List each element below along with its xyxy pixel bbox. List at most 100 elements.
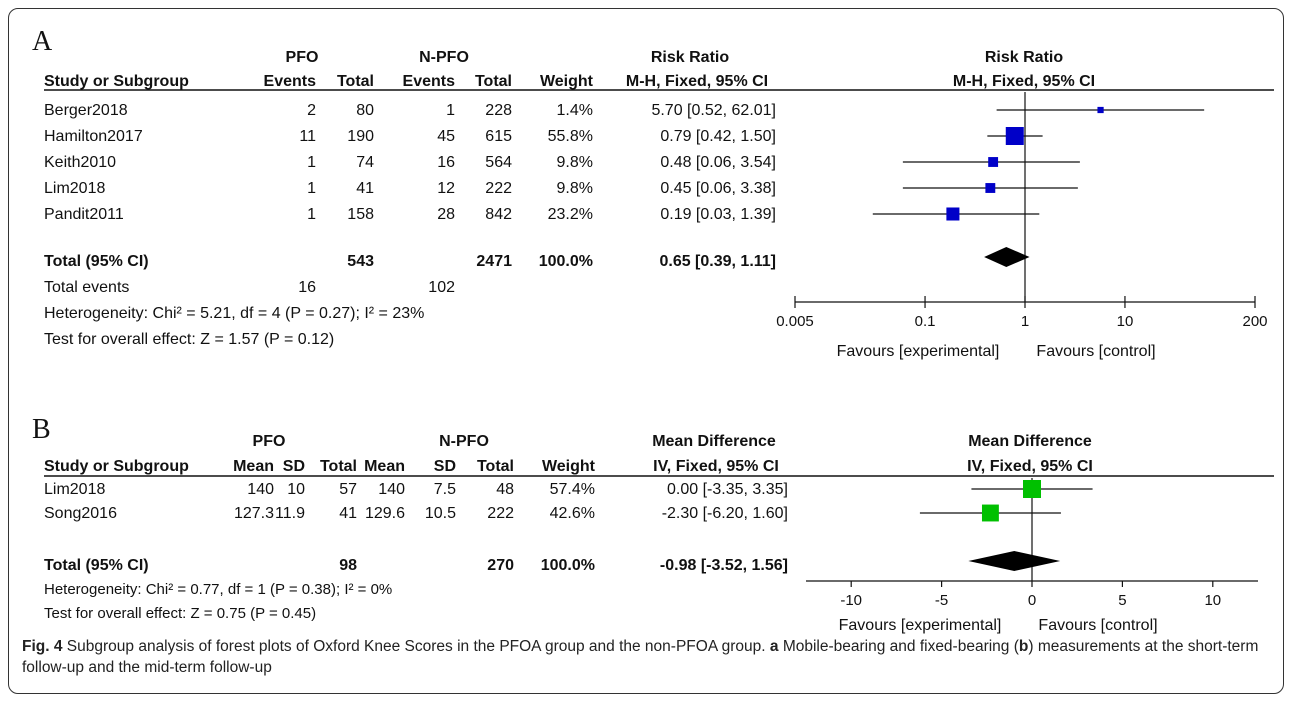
panel-a-x-tick-label: 200 — [1242, 313, 1267, 330]
panel-a-x-tick-label: 0.1 — [915, 313, 936, 330]
panel-a-total-events-e2: 102 — [428, 279, 455, 296]
panel-b-mean2: 129.6 — [365, 505, 405, 522]
panel-a-total2: 228 — [485, 102, 512, 119]
panel-a-total-n2: 2471 — [476, 253, 512, 270]
panel-a-ci-text: 0.48 [0.06, 3.54] — [660, 154, 776, 171]
caption-text: Subgroup analysis of forest plots of Oxf… — [66, 638, 766, 655]
panel-a-col-weight: Weight — [540, 73, 594, 90]
panel-b-col-mean2: Mean — [364, 458, 405, 475]
panel-b-col-ci: IV, Fixed, 95% CI — [653, 458, 779, 475]
panel-b-effect-marker — [981, 504, 999, 522]
panel-b-col-sd2: SD — [434, 458, 456, 475]
panel-a-total-weight: 100.0% — [539, 253, 593, 270]
panel-a-events1: 11 — [299, 128, 316, 145]
panel-a-weight: 9.8% — [557, 154, 593, 171]
panel-a-weight: 1.4% — [557, 102, 593, 119]
panel-b-total2: 48 — [496, 481, 514, 498]
panel-a-total1: 80 — [356, 102, 374, 119]
panel-a-study-name: Keith2010 — [44, 154, 116, 171]
panel-b-effect-header: Mean Difference — [652, 433, 776, 450]
panel-a-ci-text: 0.45 [0.06, 3.38] — [660, 180, 776, 197]
panel-b-heterogeneity: Heterogeneity: Chi² = 0.77, df = 1 (P = … — [44, 581, 392, 598]
panel-b-study-name: Song2016 — [44, 505, 117, 522]
panel-b-ci-text: 0.00 [-3.35, 3.35] — [667, 481, 788, 498]
panel-a: A PFO N-PFO Risk Ratio Risk Ratio Study … — [32, 26, 1274, 360]
panel-b-col-total1: Total — [320, 458, 357, 475]
panel-a-events2: 28 — [437, 206, 455, 223]
panel-b-x-tick-label: -10 — [840, 592, 862, 609]
panel-a-total-label: Total (95% CI) — [44, 253, 149, 270]
panel-b-plot: -10 -5 0 5 10 — [806, 478, 1258, 609]
panel-a-effect-marker — [988, 157, 999, 167]
panel-a-total2: 222 — [485, 180, 512, 197]
panel-a-effect-header: Risk Ratio — [651, 49, 729, 66]
panel-a-study-name: Lim2018 — [44, 180, 105, 197]
panel-b-sd2: 7.5 — [434, 481, 456, 498]
panel-a-study-name: Berger2018 — [44, 102, 128, 119]
panel-a-total2: 615 — [485, 128, 512, 145]
panel-a-total-diamond — [984, 247, 1030, 267]
panel-b-total-label: Total (95% CI) — [44, 557, 149, 574]
panel-b-sd2: 10.5 — [425, 505, 456, 522]
panel-a-effect-marker — [985, 183, 996, 193]
panel-b-weight: 42.6% — [550, 505, 595, 522]
panel-a-letter: A — [32, 26, 53, 57]
panel-a-total1: 158 — [347, 206, 374, 223]
panel-b-x-tick-label: 10 — [1204, 592, 1221, 609]
panel-a-events1: 1 — [307, 154, 316, 171]
panel-a-weight: 9.8% — [557, 180, 593, 197]
panel-b-col-weight: Weight — [542, 458, 596, 475]
panel-b-plot-subheader: IV, Fixed, 95% CI — [967, 458, 1093, 475]
panel-a-heterogeneity: Heterogeneity: Chi² = 5.21, df = 4 (P = … — [44, 305, 424, 322]
panel-a-events1: 1 — [307, 206, 316, 223]
panel-b-mean1: 127.3 — [234, 505, 274, 522]
panel-b-mean2: 140 — [378, 481, 405, 498]
panel-b-total-weight: 100.0% — [541, 557, 595, 574]
panel-a-col-ci: M-H, Fixed, 95% CI — [626, 73, 768, 90]
panel-a-effect-marker — [1005, 127, 1024, 145]
panel-a-x-tick-label: 10 — [1117, 313, 1134, 330]
panel-b-overall-effect: Test for overall effect: Z = 0.75 (P = 0… — [44, 605, 316, 622]
panel-a-total-n1: 543 — [347, 253, 374, 270]
panel-b-col-sd1: SD — [283, 458, 305, 475]
panel-a-x-tick-label: 0.005 — [776, 313, 814, 330]
panel-a-col-study: Study or Subgroup — [44, 73, 189, 90]
panel-b-sd1: 10 — [287, 481, 305, 498]
panel-b-total-n1: 98 — [339, 557, 357, 574]
caption-a: a — [769, 638, 779, 655]
panel-b-effect-marker — [1023, 480, 1041, 498]
panel-b-col-total2: Total — [477, 458, 514, 475]
panel-b: B PFO N-PFO Mean Difference Mean Differe… — [32, 414, 1274, 634]
caption-end: ) measurements at the short-term follow-… — [22, 638, 1259, 676]
panel-a-favours-right: Favours [control] — [1036, 343, 1155, 360]
caption-b: b — [1018, 638, 1029, 655]
panel-b-total-n2: 270 — [487, 557, 514, 574]
panel-b-favours-left: Favours [experimental] — [839, 617, 1002, 634]
panel-a-events2: 16 — [437, 154, 455, 171]
panel-b-sd1: 11.9 — [275, 505, 305, 522]
panel-b-weight: 57.4% — [550, 481, 595, 498]
panel-a-events2: 45 — [437, 128, 455, 145]
panel-b-total2: 222 — [487, 505, 514, 522]
panel-b-x-tick-label: -5 — [935, 592, 948, 609]
panel-a-group2-header: N-PFO — [419, 49, 469, 66]
panel-b-total1: 41 — [339, 505, 357, 522]
panel-a-col-events1: Events — [264, 73, 317, 90]
panel-a-events2: 12 — [437, 180, 455, 197]
panel-b-x-tick-label: 0 — [1028, 592, 1036, 609]
panel-a-effect-marker — [946, 207, 960, 221]
panel-b-rows: Lim2018 140 10 57 140 7.5 48 57.4% 0.00 [-3.35, … — [44, 481, 788, 522]
panel-a-effect-marker — [1097, 106, 1104, 114]
panel-b-group1-header: PFO — [253, 433, 286, 450]
panel-a-col-events2: Events — [403, 73, 456, 90]
panel-a-rows: Berger2018 2 80 1 228 1.4% 5.70 [0.52, 62.01]H… — [44, 102, 776, 223]
panel-a-total1: 74 — [356, 154, 374, 171]
panel-b-favours-right: Favours [control] — [1038, 617, 1157, 634]
caption-label: Fig. 4 — [22, 638, 63, 655]
panel-a-study-name: Hamilton2017 — [44, 128, 143, 145]
panel-a-plot: 0.005 0.1 1 10 200 — [776, 92, 1268, 330]
panel-a-weight: 23.2% — [548, 206, 593, 223]
panel-b-plot-header: Mean Difference — [968, 433, 1092, 450]
panel-b-col-study: Study or Subgroup — [44, 458, 189, 475]
